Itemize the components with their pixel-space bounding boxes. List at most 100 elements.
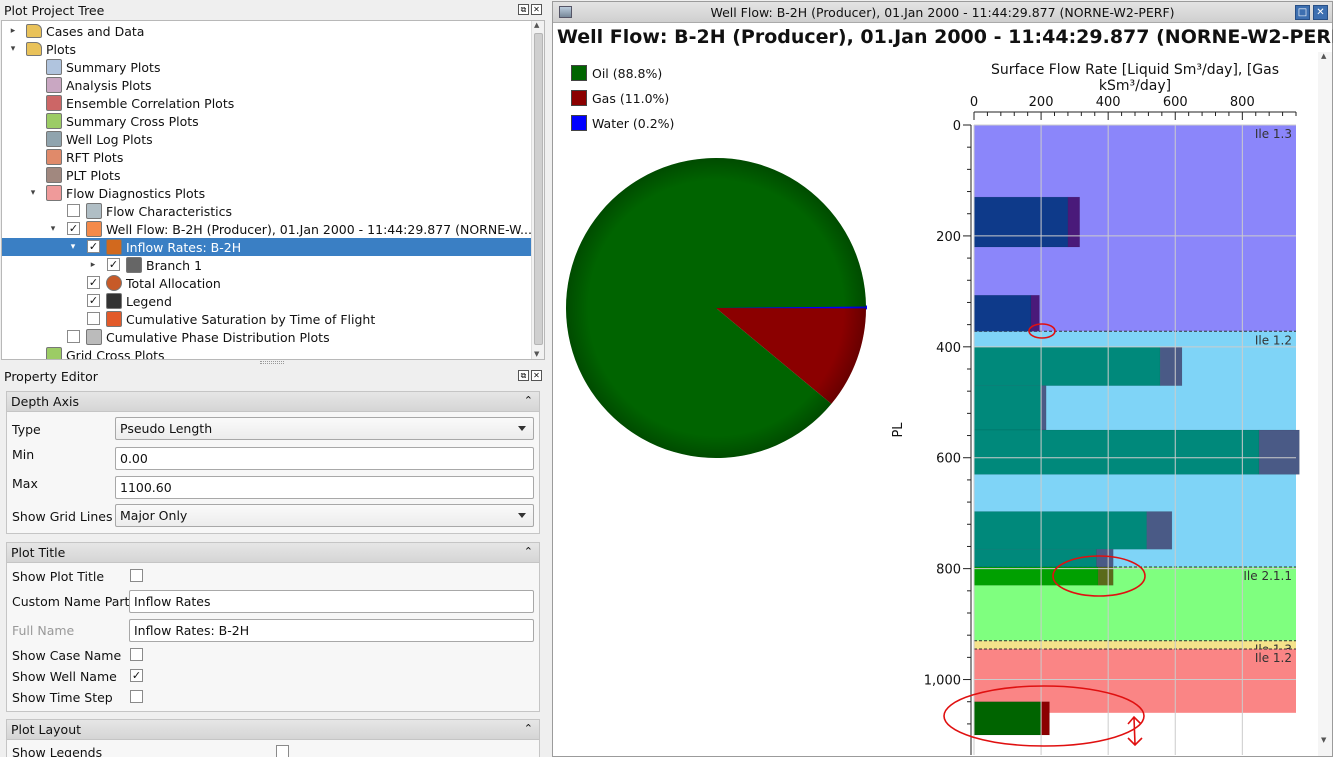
tree-item-phase-distribution[interactable]: Cumulative Phase Distribution Plots <box>2 328 532 346</box>
tree-item-legend[interactable]: ✓ Legend <box>2 292 532 310</box>
max-label: Max <box>12 476 38 491</box>
legend-item-oil: Oil (88.8%) <box>571 65 662 81</box>
custom-name-part-input[interactable]: Inflow Rates <box>129 590 534 613</box>
min-input-value: 0.00 <box>120 451 148 466</box>
expand-down-icon[interactable]: ▾ <box>30 188 36 198</box>
float-icon[interactable]: ⧉ <box>518 370 529 381</box>
grid-lines-select[interactable]: Major Only <box>115 504 534 527</box>
well-log-icon <box>46 131 62 147</box>
scroll-down-icon[interactable]: ▼ <box>534 350 540 358</box>
tree-scrollbar[interactable]: ▲ ▼ <box>531 21 544 359</box>
plot-window-titlebar[interactable]: Well Flow: B-2H (Producer), 01.Jan 2000 … <box>553 2 1332 23</box>
plot-scrollbar[interactable]: ▲ ▼ <box>1318 52 1332 756</box>
tree-item-checkbox[interactable]: ✓ <box>87 276 100 289</box>
tree-item-saturation[interactable]: Cumulative Saturation by Time of Flight <box>2 310 532 328</box>
full-name-input[interactable]: Inflow Rates: B-2H <box>129 619 534 642</box>
plot-layout-header[interactable]: Plot Layout ⌃ <box>7 720 539 740</box>
close-icon[interactable]: ✕ <box>1313 5 1328 20</box>
x-axis-title-line2: kSm³/day] <box>1099 78 1171 94</box>
show-legends-checkbox[interactable] <box>276 745 289 757</box>
plt-plot-icon <box>46 167 62 183</box>
tree-item-checkbox[interactable]: ✓ <box>87 294 100 307</box>
min-input[interactable]: 0.00 <box>115 447 534 470</box>
show-plot-title-label: Show Plot Title <box>12 569 105 584</box>
tree-item-flow-diagnostics[interactable]: ▾ Flow Diagnostics Plots <box>2 184 532 202</box>
plot-title-header[interactable]: Plot Title ⌃ <box>7 543 539 563</box>
bar-segment-gas <box>1096 548 1114 568</box>
tree-item-ensemble-correlation[interactable]: Ensemble Correlation Plots <box>2 94 532 112</box>
property-panel-title: Property Editor <box>4 368 98 384</box>
scroll-down-icon[interactable]: ▼ <box>1321 736 1327 744</box>
bar-segment-oil <box>973 566 1099 586</box>
well-flow-icon <box>86 221 102 237</box>
tree-item-folder[interactable]: ▾ Plots <box>2 40 532 58</box>
tree-item-plt-plot[interactable]: PLT Plots <box>2 166 532 184</box>
tree-item-label: Cumulative Phase Distribution Plots <box>106 330 330 345</box>
plot-project-tree[interactable]: Grid Cross Plots Cumulative Phase Distrib… <box>1 20 545 360</box>
bar-segment-oil <box>973 196 1069 248</box>
tree-item-checkbox[interactable]: ✓ <box>67 222 80 235</box>
expand-down-icon[interactable]: ▾ <box>50 224 56 234</box>
tree-item-pie-chart[interactable]: ✓ Total Allocation <box>2 274 532 292</box>
depth-axis-header[interactable]: Depth Axis ⌃ <box>7 392 539 412</box>
plot-window-title: Well Flow: B-2H (Producer), 01.Jan 2000 … <box>710 4 1175 20</box>
tree-item-flow-characteristics[interactable]: Flow Characteristics <box>2 202 532 220</box>
annotation-circle <box>943 685 1145 747</box>
show-time-step-checkbox[interactable] <box>130 690 143 703</box>
show-case-name-checkbox[interactable] <box>130 648 143 661</box>
show-well-name-checkbox[interactable]: ✓ <box>130 669 143 682</box>
tree-item-folder[interactable]: ▸ Cases and Data <box>2 22 532 40</box>
float-icon[interactable]: ⧉ <box>518 4 529 15</box>
expand-down-icon[interactable]: ▾ <box>70 242 76 252</box>
tree-item-grid-cross-plot[interactable]: Grid Cross Plots <box>2 346 532 359</box>
scroll-up-icon[interactable]: ▲ <box>534 21 540 29</box>
maximize-icon[interactable]: □ <box>1295 5 1310 20</box>
tree-item-checkbox[interactable]: ✓ <box>87 240 100 253</box>
scroll-up-icon[interactable]: ▲ <box>1321 52 1327 60</box>
close-icon[interactable]: ✕ <box>531 4 542 15</box>
tree-item-well-flow[interactable]: ▾ ✓ Well Flow: B-2H (Producer), 01.Jan 200… <box>2 220 532 238</box>
tree-item-label: Branch 1 <box>146 258 203 273</box>
expand-down-icon[interactable]: ▾ <box>10 44 16 54</box>
splitter-handle[interactable] <box>260 361 284 364</box>
expand-right-icon[interactable]: ▸ <box>10 26 16 36</box>
tree-item-checkbox[interactable] <box>87 312 100 325</box>
rft-plot-icon <box>46 149 62 165</box>
tree-item-cross-plot[interactable]: Summary Cross Plots <box>2 112 532 130</box>
tree-item-well-log[interactable]: Well Log Plots <box>2 130 532 148</box>
plot-title: Well Flow: B-2H (Producer), 01.Jan 2000 … <box>557 26 1333 48</box>
well-flow-plot-window: Well Flow: B-2H (Producer), 01.Jan 2000 … <box>552 1 1333 757</box>
tree-item-inflow-rates[interactable]: ▾ ✓ Inflow Rates: B-2H <box>2 238 532 256</box>
collapse-icon[interactable]: ⌃ <box>523 545 533 558</box>
tree-item-label: Cumulative Saturation by Time of Flight <box>126 312 376 327</box>
show-plot-title-checkbox[interactable] <box>130 569 143 582</box>
annotation-arrow <box>1127 715 1143 747</box>
tree-item-analysis-plots[interactable]: Analysis Plots <box>2 76 532 94</box>
x-tick-label: 800 <box>1230 95 1255 110</box>
tree-item-label: Well Flow: B-2H (Producer), 01.Jan 2000 … <box>106 222 532 237</box>
max-input-value: 1100.60 <box>120 480 172 495</box>
tree-scrollbar-thumb[interactable] <box>534 33 543 345</box>
bar-segment-oil <box>973 429 1260 475</box>
folder-icon <box>26 42 42 56</box>
bar-segment-gas <box>1067 196 1080 248</box>
close-icon[interactable]: ✕ <box>531 370 542 381</box>
tree-panel-title: Plot Project Tree <box>4 2 105 18</box>
collapse-icon[interactable]: ⌃ <box>523 722 533 735</box>
tree-item-checkbox[interactable] <box>67 204 80 217</box>
ensemble-correlation-icon <box>46 95 62 111</box>
type-select[interactable]: Pseudo Length <box>115 417 534 440</box>
zone-band <box>974 640 1296 650</box>
y-tick-label: 800 <box>936 563 961 578</box>
tree-item-checkbox[interactable]: ✓ <box>107 258 120 271</box>
tree-item-rft-plot[interactable]: RFT Plots <box>2 148 532 166</box>
tree-item-summary-plots[interactable]: Summary Plots <box>2 58 532 76</box>
tree-item-branch[interactable]: ▸ ✓ Branch 1 <box>2 256 532 274</box>
expand-right-icon[interactable]: ▸ <box>90 260 96 270</box>
max-input[interactable]: 1100.60 <box>115 476 534 499</box>
x-tick-label: 200 <box>1029 95 1054 110</box>
collapse-icon[interactable]: ⌃ <box>523 394 533 407</box>
tree-item-checkbox[interactable] <box>67 330 80 343</box>
bar-segment-oil <box>973 294 1032 332</box>
legend-item-water: Water (0.2%) <box>571 115 674 131</box>
